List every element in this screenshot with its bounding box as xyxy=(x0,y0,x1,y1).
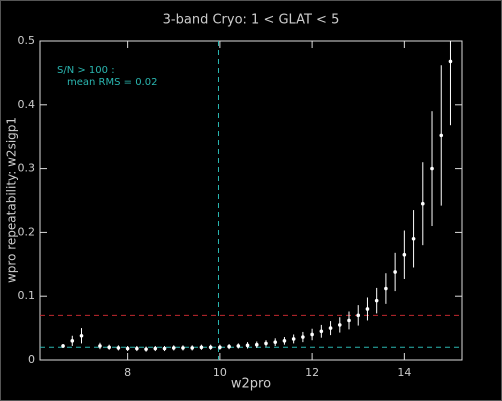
data-point xyxy=(448,59,453,64)
data-point xyxy=(430,166,434,171)
data-point xyxy=(439,133,444,138)
x-tick-label: 10 xyxy=(213,366,227,379)
data-point xyxy=(162,346,167,351)
data-point xyxy=(393,270,397,274)
data-point xyxy=(236,344,241,348)
chart-title: 3-band Cryo: 1 < GLAT < 5 xyxy=(163,13,340,28)
data-point xyxy=(70,339,75,343)
data-point xyxy=(171,346,176,350)
data-point xyxy=(328,326,333,330)
data-point xyxy=(227,344,231,349)
data-point xyxy=(135,346,139,351)
annotation: mean RMS = 0.02 xyxy=(67,77,157,88)
data-point xyxy=(411,236,416,241)
data-point xyxy=(61,344,65,348)
data-point xyxy=(347,318,351,323)
data-point xyxy=(153,346,158,351)
data-point xyxy=(208,345,213,350)
x-tick-label: 8 xyxy=(124,366,131,379)
data-point xyxy=(190,346,194,350)
data-point xyxy=(291,337,296,341)
data-point xyxy=(282,339,287,343)
data-point xyxy=(402,252,407,257)
y-axis-label: wpro repeatability: w2sigp1 xyxy=(5,117,19,283)
data-point xyxy=(365,307,370,311)
plot-area xyxy=(40,41,462,360)
data-point xyxy=(254,342,259,347)
annotation: S/N > 100 : xyxy=(57,65,115,76)
data-point xyxy=(264,341,268,346)
data-point xyxy=(374,298,379,303)
data-point xyxy=(420,201,425,206)
data-point xyxy=(181,346,185,350)
x-tick-label: 12 xyxy=(305,366,319,379)
data-point xyxy=(144,347,148,351)
data-point xyxy=(384,286,388,291)
data-point xyxy=(199,345,204,350)
data-point xyxy=(107,345,111,350)
data-point xyxy=(98,344,102,348)
y-tick-label: 0 xyxy=(28,353,35,366)
x-axis-label: w2pro xyxy=(231,377,271,392)
x-tick-label: 14 xyxy=(397,366,411,379)
data-point xyxy=(356,313,361,318)
data-point xyxy=(245,343,250,348)
data-point xyxy=(116,346,121,350)
data-point xyxy=(310,332,314,337)
plot-frame xyxy=(39,40,463,361)
data-point xyxy=(337,323,342,327)
data-point xyxy=(79,333,84,338)
data-point xyxy=(218,345,222,350)
y-tick-label: 0.5 xyxy=(18,34,36,47)
data-point xyxy=(301,335,305,339)
y-tick-label: 0.4 xyxy=(18,98,36,111)
data-point xyxy=(319,329,324,334)
y-tick-label: 0.1 xyxy=(18,289,36,302)
data-point xyxy=(125,346,130,351)
y-tick-label: 0.2 xyxy=(18,225,36,238)
data-point xyxy=(273,340,278,344)
y-tick-label: 0.3 xyxy=(18,162,36,175)
